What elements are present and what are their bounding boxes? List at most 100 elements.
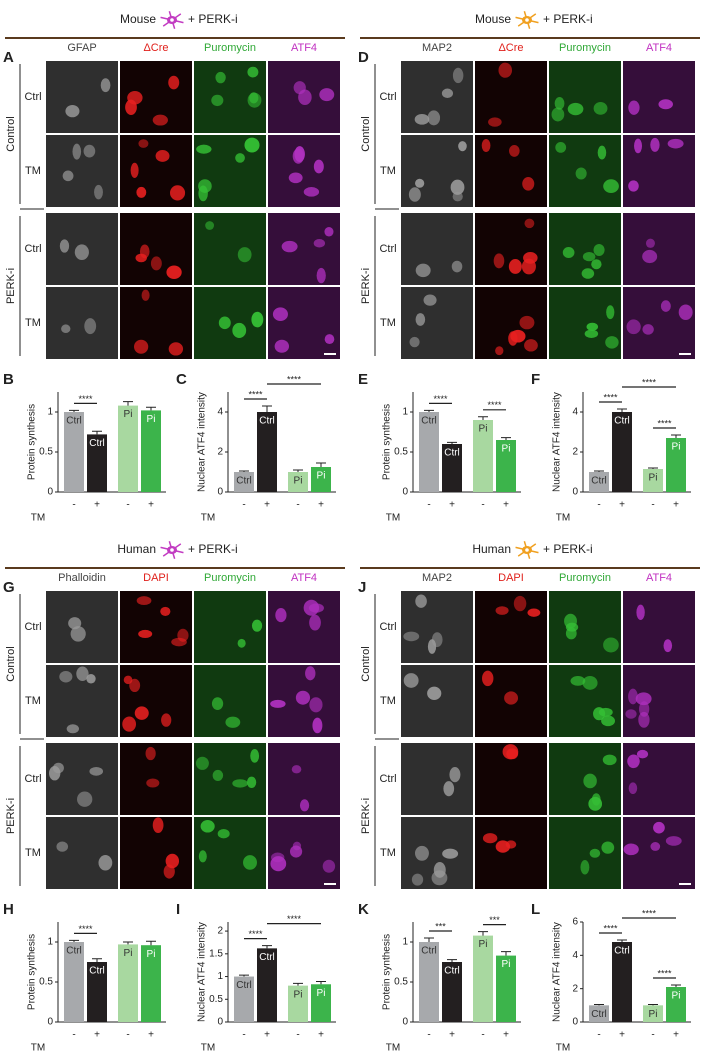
bar (419, 942, 439, 1022)
cell-blob (635, 692, 652, 706)
cell-blob (62, 170, 74, 182)
micrograph (194, 817, 266, 889)
cell-blob (523, 252, 538, 264)
bar (419, 412, 439, 492)
cell-blob (562, 246, 575, 259)
cell-blob (299, 799, 310, 812)
significance-label: **** (487, 400, 502, 410)
micrograph (120, 213, 192, 285)
bar-label: Ctrl (591, 1009, 607, 1020)
significance-label: **** (248, 929, 263, 939)
cell-blob (217, 828, 230, 839)
error-bar (262, 405, 272, 412)
row-label: TM (25, 317, 41, 329)
panel-letter: H (3, 901, 14, 918)
error-bar (671, 984, 681, 987)
x-tick-label: + (503, 500, 509, 511)
cell-blob (247, 66, 259, 78)
row-label: TM (380, 317, 396, 329)
micrograph (46, 817, 118, 889)
cell-blob (567, 102, 584, 116)
cell-icon (515, 541, 539, 559)
micrograph (268, 743, 340, 815)
column-label: ATF4 (646, 572, 672, 584)
group-label: PERK-i (5, 798, 17, 834)
cell-blob (482, 833, 498, 844)
cell-blob (636, 749, 649, 759)
x-tick-label: - (481, 500, 484, 511)
cell-blob (161, 713, 172, 727)
cell-blob (324, 226, 334, 237)
cell-blob (678, 304, 693, 320)
row-label: Ctrl (379, 773, 396, 785)
cell-blob (163, 864, 175, 879)
cell-blob (597, 145, 607, 160)
cell-blob (493, 253, 505, 269)
micrograph (549, 287, 621, 359)
cell-blob (598, 707, 613, 717)
bar-label: Ctrl (421, 416, 437, 427)
cell-blob (243, 855, 257, 870)
cell-blob (524, 339, 538, 352)
group-label: Control (5, 646, 17, 681)
cell-blob (146, 778, 160, 788)
micrograph-tint (120, 591, 192, 663)
cell-blob (481, 138, 491, 153)
micrograph-bg (475, 591, 547, 663)
cell-blob (495, 346, 504, 356)
cell-blob (449, 767, 461, 783)
bar (87, 434, 107, 492)
cell-blob (129, 678, 141, 693)
x-tick-label: + (619, 1030, 625, 1041)
y-tick-label: 0.5 (39, 977, 53, 988)
error-bar (316, 462, 326, 467)
error-bar (123, 401, 133, 406)
error-bar (146, 406, 156, 411)
panel-suffix: + PERK-i (188, 12, 238, 26)
micrograph (401, 135, 473, 207)
error-bar (447, 959, 457, 962)
micrograph (401, 61, 473, 133)
micrograph (46, 61, 118, 133)
cell-blob (195, 756, 209, 770)
row-label: Ctrl (24, 621, 41, 633)
micrograph-bg (46, 135, 118, 207)
cell-blob (70, 626, 86, 642)
cell-blob (658, 99, 673, 110)
cell-blob (237, 638, 246, 648)
x-tick-label: - (481, 1030, 484, 1041)
micrograph (194, 743, 266, 815)
micrograph-bg (46, 591, 118, 663)
bar (141, 945, 161, 1022)
error-bar (424, 409, 434, 412)
cell-blob (270, 699, 286, 708)
cell-blob (295, 690, 311, 705)
cell-blob (152, 817, 164, 834)
cell-blob (294, 146, 305, 163)
x-tick-label: - (427, 500, 430, 511)
error-bar (594, 1004, 604, 1006)
error-bar (648, 467, 658, 469)
panel-letter: C (176, 371, 187, 388)
bar (64, 942, 84, 1022)
cell-blob (645, 238, 655, 248)
bar (234, 976, 254, 1022)
micrograph-tint (46, 287, 118, 359)
column-label: ΔCre (143, 42, 168, 54)
micrograph (268, 213, 340, 285)
micrograph-bg (120, 591, 192, 663)
group-label: PERK-i (360, 798, 372, 834)
cell-blob (603, 637, 619, 653)
x-axis-label: TM (31, 1043, 45, 1052)
bar (589, 1005, 609, 1022)
cell-blob (86, 673, 96, 684)
error-bar (617, 939, 627, 942)
x-tick-label: - (597, 1030, 600, 1041)
bar-label: Pi (649, 1009, 658, 1020)
micrograph (268, 287, 340, 359)
micrograph (268, 665, 340, 737)
y-axis-label: Protein synthesis (27, 404, 38, 480)
micrograph (549, 135, 621, 207)
micrograph (623, 743, 695, 815)
x-axis-label: TM (556, 513, 570, 524)
